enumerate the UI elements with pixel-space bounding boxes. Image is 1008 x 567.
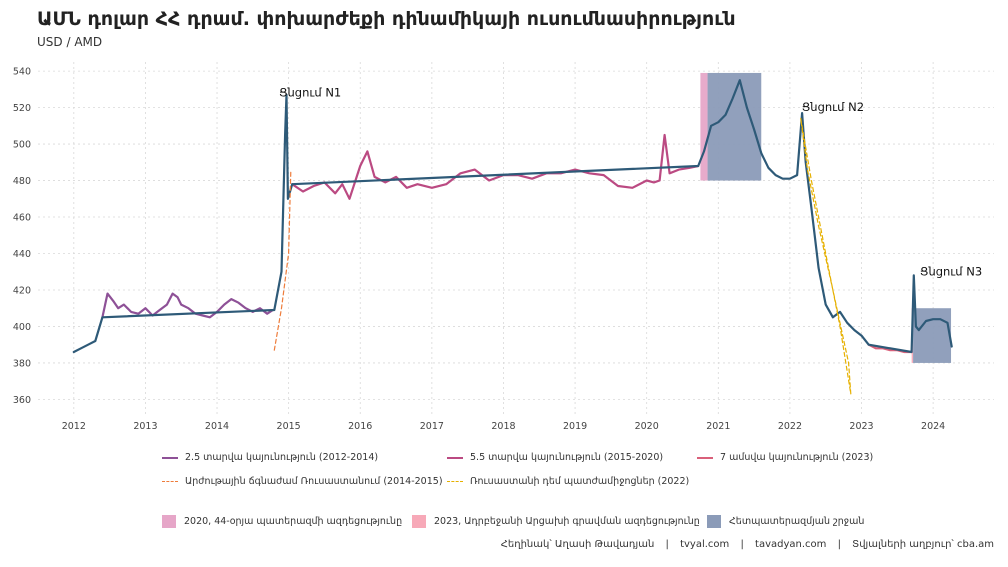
- series-line: [72, 79, 953, 354]
- legend-item-sanctions: Ռուսաստանի դեմ պատժամիջոցներ (2022): [447, 476, 689, 487]
- legend-item-stability-2023: 7 ամսվա կայունություն (2023): [697, 452, 873, 463]
- legend-swatch: [162, 481, 178, 482]
- y-tick-label: 440: [13, 249, 31, 260]
- legend-item-stability-2015: 5.5 տարվա կայունություն (2015-2020): [447, 452, 663, 463]
- y-tick-label: 520: [13, 103, 31, 114]
- annotation-label: Ցնցում N2: [802, 100, 864, 114]
- legend-item-russia-crisis: Արժութային ճգնաժամ Ռուսաստանում (2014-20…: [162, 476, 443, 487]
- caption-site-tvyal: tvyal.com: [680, 539, 730, 550]
- shaded-region: [700, 72, 708, 181]
- x-tick-label: 2014: [205, 421, 229, 432]
- y-tick-label: 480: [13, 176, 31, 187]
- x-tick-label: 2012: [62, 421, 86, 432]
- x-tick-label: 2019: [563, 421, 587, 432]
- x-tick-label: 2021: [706, 421, 730, 432]
- legend-swatch: [162, 456, 178, 459]
- y-tick-label: 500: [13, 140, 31, 151]
- caption-source: Տվյալների աղբյուր՝ cba.am: [852, 539, 994, 550]
- legend-item-war-2020: 2020, 44-օրյա պատերազմի ազդեցությունը: [162, 515, 402, 528]
- chart-subtitle: USD / AMD: [37, 35, 103, 49]
- y-tick-label: 460: [13, 213, 31, 224]
- x-tick-label: 2024: [921, 421, 945, 432]
- legend-swatch: [447, 456, 463, 459]
- x-tick-label: 2023: [849, 421, 873, 432]
- caption-author: Հեղինակ՝ Աղասի Թավադյան: [500, 539, 655, 550]
- legend-label: Ռուսաստանի դեմ պատժամիջոցներ (2022): [470, 476, 690, 487]
- x-tick-label: 2013: [133, 421, 157, 432]
- annotation-label: Ցնցում N1: [279, 86, 341, 100]
- series-line: [273, 170, 292, 351]
- legend-label: Արժութային ճգնաժամ Ռուսաստանում (2014-20…: [185, 476, 443, 487]
- x-tick-label: 2020: [635, 421, 659, 432]
- legend-label: 7 ամսվա կայունություն (2023): [720, 452, 874, 463]
- legend-item-artsakh-2023: 2023, Ադրբեջանի Արցախի գրավման ազդեցությ…: [412, 515, 700, 528]
- x-tick-label: 2022: [778, 421, 802, 432]
- series-line: [867, 343, 913, 354]
- legend-swatch: [447, 481, 463, 482]
- y-tick-label: 400: [13, 322, 31, 333]
- legend-label: 2020, 44-օրյա պատերազմի ազդեցությունը: [184, 516, 403, 527]
- legend-item-stability-2012: 2.5 տարվա կայունություն (2012-2014): [162, 452, 378, 463]
- series-line: [291, 133, 700, 200]
- legend-label: 2023, Ադրբեջանի Արցախի գրավման ազդեցությ…: [434, 516, 700, 527]
- x-tick-label: 2015: [277, 421, 301, 432]
- chart-title: ԱՄՆ դոլար ՀՀ դրամ. փոխարժեքի դինամիկայի …: [37, 8, 736, 30]
- series-line: [101, 292, 274, 319]
- x-tick-label: 2017: [420, 421, 444, 432]
- legend-label: 2.5 տարվա կայունություն (2012-2014): [185, 452, 379, 463]
- caption-separator: |: [837, 539, 841, 550]
- y-tick-label: 420: [13, 285, 31, 296]
- legend-swatch: [697, 456, 713, 459]
- y-tick-label: 380: [13, 358, 31, 369]
- caption: Հեղինակ՝ Աղասի Թավադյան | tvyal.com | ta…: [501, 539, 994, 550]
- legend-label: Հետպատերազմյան շրջան: [729, 516, 865, 527]
- x-tick-label: 2018: [491, 421, 515, 432]
- legend-swatch: [707, 515, 721, 528]
- annotation-label: Ցնցում N3: [920, 264, 982, 278]
- legend-item-post-war: Հետպատերազմյան շրջան: [707, 515, 864, 528]
- caption-site-tavadyan: tavadyan.com: [755, 539, 827, 550]
- legend-swatch: [162, 515, 176, 528]
- y-tick-label: 540: [13, 67, 31, 78]
- y-tick-label: 360: [13, 395, 31, 406]
- caption-separator: |: [740, 539, 744, 550]
- x-tick-label: 2016: [348, 421, 372, 432]
- shaded-region: [913, 308, 952, 363]
- legend-label: 5.5 տարվա կայունություն (2015-2020): [470, 452, 664, 463]
- series-line: [800, 117, 852, 395]
- caption-separator: |: [665, 539, 669, 550]
- legend-swatch: [412, 515, 426, 528]
